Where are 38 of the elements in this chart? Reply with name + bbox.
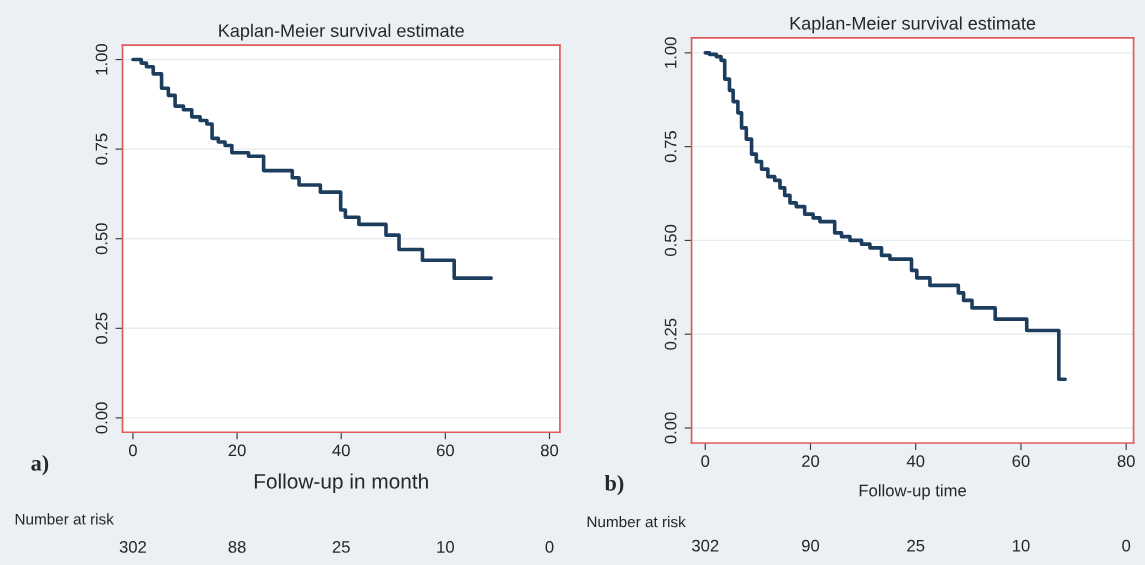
y-tick-label: 0.50 [664,224,677,256]
text: 10 [1012,539,1030,552]
text: 10 [437,541,454,553]
y-tick-label: 0.00 [664,412,677,444]
text: 302 [691,539,719,552]
text: 25 [332,541,350,553]
text: 25 [907,539,925,552]
x-tick-label: 40 [906,455,925,468]
text: 90 [802,539,820,552]
text: a) [31,455,49,476]
x-tick-label: 0 [701,455,710,468]
text: 302 [119,541,146,553]
text: 0 [545,541,554,553]
text: b) [604,475,624,496]
chart-title: Kaplan-Meier survival estimate [219,23,464,41]
x-tick-label: 60 [436,444,454,457]
text: 0 [1122,539,1131,552]
y-tick-label: 0.00 [95,402,108,434]
y-tick-label: 0.75 [95,133,108,165]
text: Number at risk [15,513,114,525]
text: Number at risk [587,516,686,528]
x-tick-label: 60 [1012,455,1030,468]
x-tick-label: 40 [332,444,350,457]
x-tick-label: 20 [802,455,820,468]
x-tick-label: 80 [540,444,559,457]
y-tick-label: 0.25 [664,318,677,350]
x-tick-label: 0 [128,444,137,457]
y-tick-label: 0.25 [95,312,108,344]
x-tick-label: 80 [1117,455,1135,468]
x-axis-title: Follow-up in month [254,473,428,493]
x-axis-title: Follow-up time [859,484,967,500]
y-tick-label: 1.00 [95,43,108,75]
text: 88 [228,541,246,553]
x-tick-label: 20 [228,444,246,457]
chart-title: Kaplan-Meier survival estimate [790,16,1036,34]
y-tick-label: 1.00 [664,37,677,68]
y-tick-label: 0.75 [664,131,677,163]
y-tick-label: 0.50 [95,223,108,255]
